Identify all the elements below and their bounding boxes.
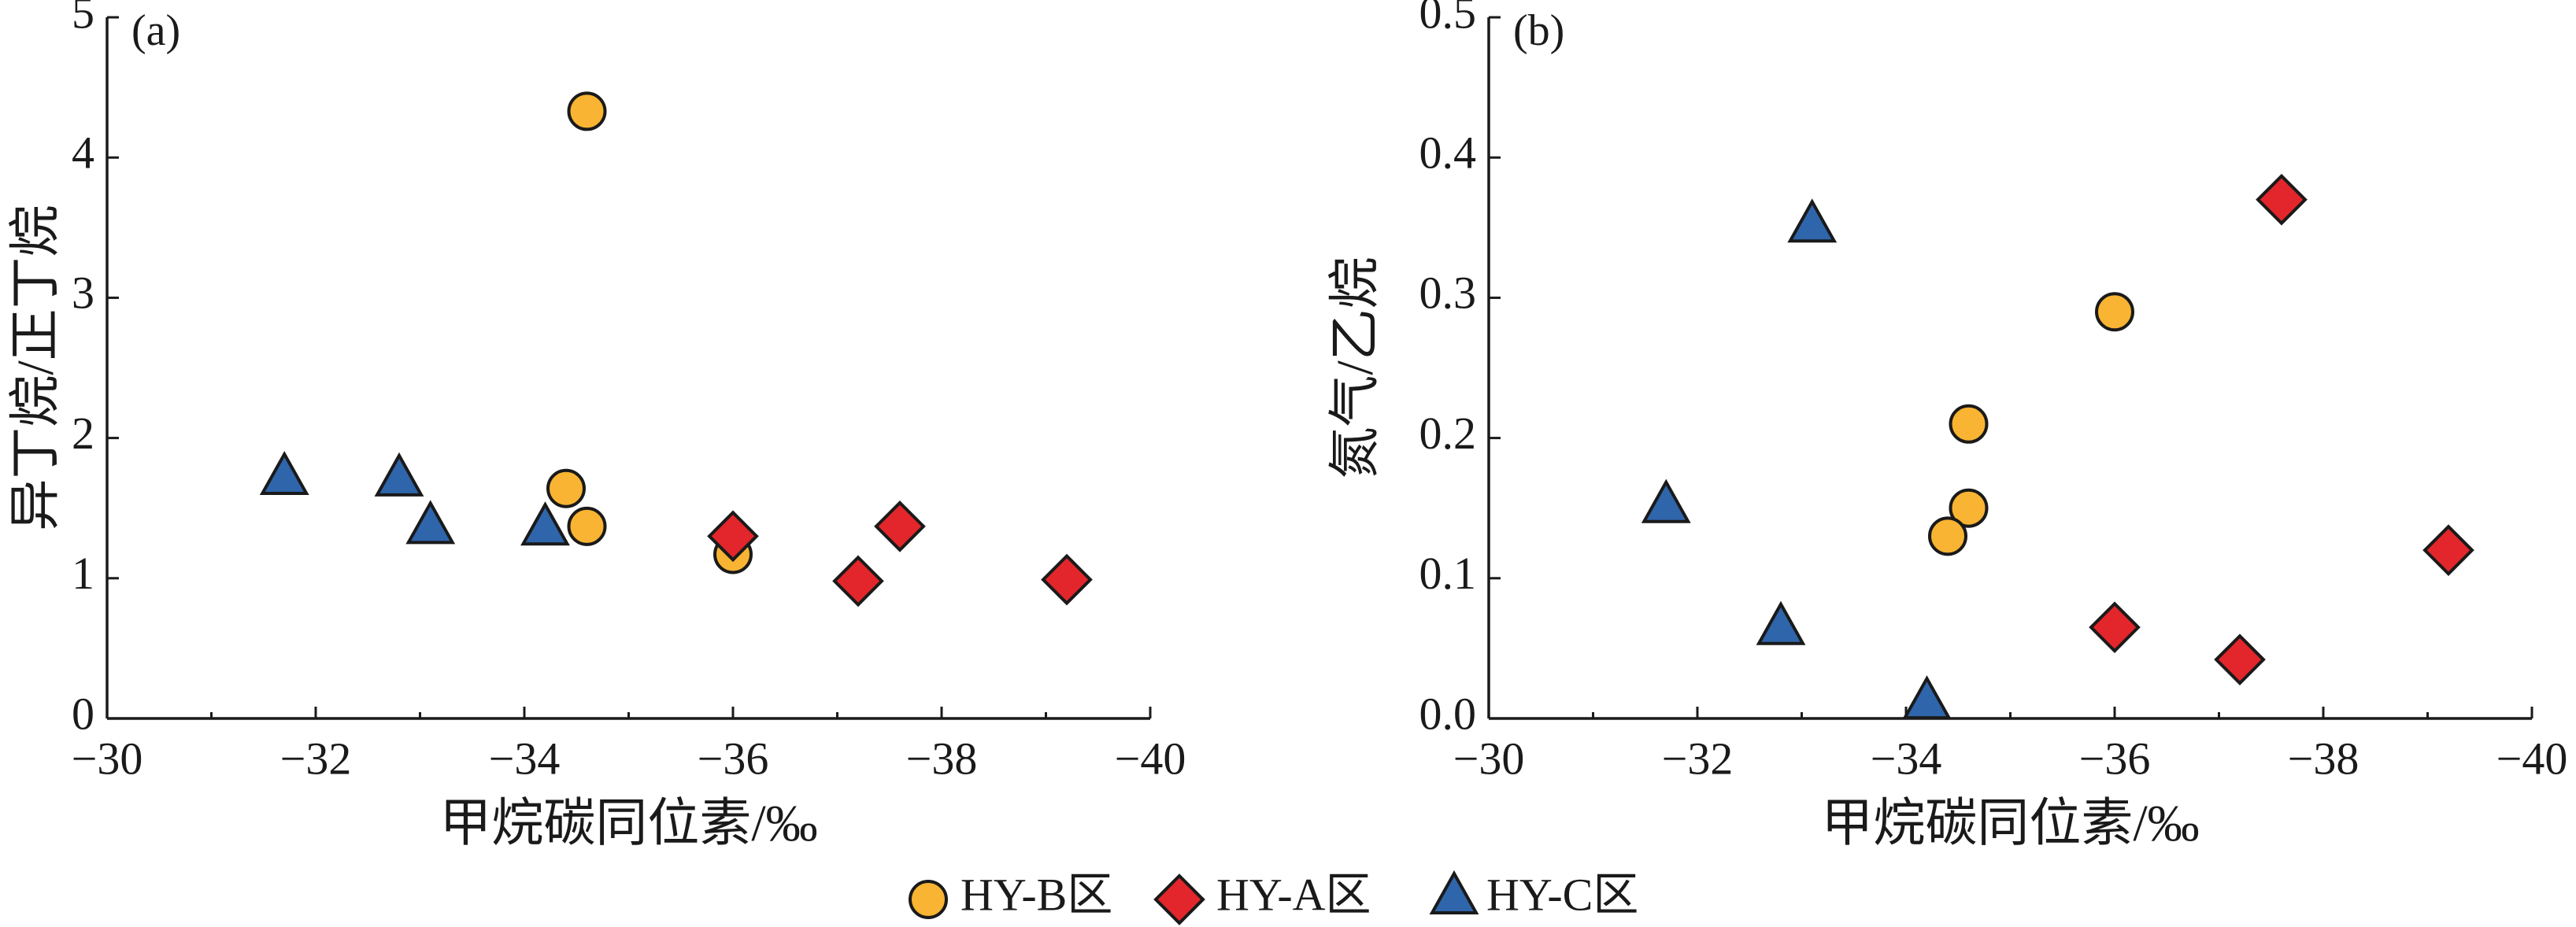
y-tick-label: 2: [72, 408, 94, 459]
triangle-data-point: [1787, 198, 1838, 243]
y-tick-label: 0.2: [1419, 408, 1477, 459]
y-tick-label: 4: [72, 127, 94, 179]
y-tick-label: 0.5: [1419, 0, 1477, 38]
series-diamond: [2089, 173, 2474, 685]
x-tick-label: −34: [1871, 733, 1942, 784]
chart-panel-b: −30 −32 −34 −36 −38 −40 0.0 0.1 0.2 0.3 0.4 0.5 甲烷碳同…: [1327, 0, 2567, 852]
panel-label: (b): [1513, 6, 1564, 55]
x-tick-label: −32: [1662, 733, 1734, 784]
diamond-data-point: [874, 500, 926, 552]
triangle-data-point: [1902, 675, 1952, 720]
legend: HY-B区 HY-A区 HY-C区: [909, 869, 1638, 925]
x-tick-label: −40: [1115, 733, 1186, 784]
diamond-data-point: [2214, 633, 2266, 685]
x-tick-label: −34: [489, 733, 561, 784]
legend-triangle-icon: [1429, 870, 1479, 914]
y-tick-label: 1: [72, 548, 94, 599]
x-tick-label: −30: [1453, 733, 1525, 784]
diamond-data-point: [832, 555, 884, 608]
legend-circle-icon: [909, 880, 948, 919]
circle-data-point: [567, 506, 607, 546]
circle-data-point: [1949, 488, 1989, 528]
series-triangle: [1641, 198, 1952, 720]
x-tick-label: −32: [280, 733, 352, 784]
series-triangle: [259, 450, 570, 546]
legend-item-label: HY-A区: [1216, 869, 1371, 920]
y-axis-title: 异丁烷/正丁烷: [7, 205, 65, 530]
y-tick-label: 0.0: [1419, 688, 1477, 739]
x-axis-title: 甲烷碳同位素/‰: [1821, 795, 2199, 852]
triangle-data-point: [1756, 600, 1806, 645]
legend-item-label: HY-C区: [1486, 869, 1638, 920]
x-tick-label: −38: [2288, 733, 2359, 784]
x-axis-title: 甲烷碳同位素/‰: [439, 795, 817, 852]
circle-data-point: [2095, 292, 2134, 332]
y-tick-label: 0.3: [1419, 268, 1477, 319]
y-tick-label: 3: [72, 268, 94, 319]
triangle-data-point: [405, 500, 456, 545]
x-tick-label: −38: [906, 733, 978, 784]
y-tick-label: 0.4: [1419, 127, 1477, 179]
y-tick-label: 0.1: [1419, 548, 1477, 599]
y-axis-title: 氮气/乙烷: [1327, 257, 1384, 478]
circle-data-point: [1949, 404, 1989, 444]
diamond-data-point: [707, 510, 759, 563]
circle-data-point: [546, 468, 586, 508]
circle-data-point: [567, 91, 607, 131]
diamond-data-point: [1041, 553, 1093, 606]
triangle-data-point: [374, 452, 424, 497]
legend-diamond-icon: [1153, 873, 1205, 925]
series-diamond: [707, 500, 1093, 608]
diamond-data-point: [2422, 524, 2474, 576]
x-tick-label: −40: [2496, 733, 2568, 784]
triangle-data-point: [520, 501, 570, 546]
diamond-data-point: [2256, 173, 2308, 226]
series-circle: [1928, 292, 2134, 556]
x-tick-label: −36: [698, 733, 769, 784]
circle-data-point: [1928, 516, 1967, 556]
x-tick-label: −30: [72, 733, 143, 784]
triangle-data-point: [259, 450, 309, 496]
diamond-data-point: [2089, 601, 2141, 653]
panel-label: (a): [131, 6, 180, 55]
triangle-data-point: [1641, 478, 1691, 523]
y-tick-label: 0: [72, 688, 94, 739]
chart-panel-a: −30 −32 −34 −36 −38 −40 0 1 2 3 4 5 甲烷碳同位素/‰ 异丁烷/正丁烷 (…: [7, 0, 1186, 852]
y-tick-label: 5: [72, 0, 94, 38]
x-tick-label: −36: [2079, 733, 2151, 784]
legend-item-label: HY-B区: [960, 869, 1112, 920]
